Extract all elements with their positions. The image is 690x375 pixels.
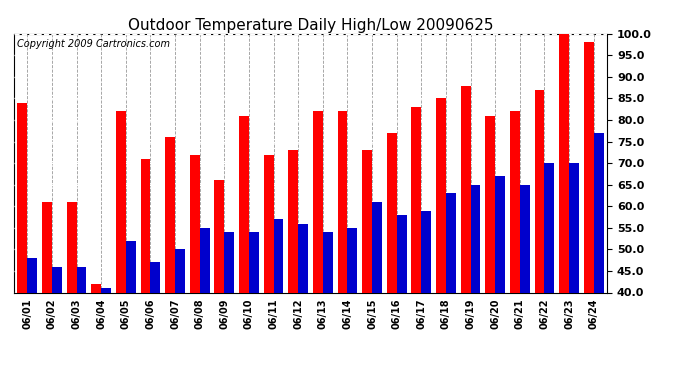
- Bar: [150, 262, 160, 292]
- Bar: [116, 111, 126, 292]
- Bar: [544, 163, 554, 292]
- Bar: [199, 228, 210, 292]
- Bar: [101, 288, 111, 292]
- Bar: [510, 111, 520, 292]
- Bar: [471, 185, 480, 292]
- Bar: [569, 163, 579, 292]
- Bar: [446, 194, 456, 292]
- Bar: [17, 103, 28, 292]
- Text: Copyright 2009 Cartronics.com: Copyright 2009 Cartronics.com: [17, 39, 170, 49]
- Bar: [397, 215, 406, 292]
- Bar: [535, 90, 544, 292]
- Bar: [224, 232, 234, 292]
- Bar: [348, 228, 357, 292]
- Bar: [559, 30, 569, 292]
- Bar: [411, 107, 422, 292]
- Bar: [28, 258, 37, 292]
- Bar: [362, 150, 372, 292]
- Bar: [323, 232, 333, 292]
- Bar: [387, 133, 397, 292]
- Bar: [67, 202, 77, 292]
- Bar: [52, 267, 62, 292]
- Bar: [337, 111, 348, 292]
- Bar: [313, 111, 323, 292]
- Bar: [190, 154, 199, 292]
- Bar: [436, 99, 446, 292]
- Bar: [77, 267, 86, 292]
- Bar: [495, 176, 505, 292]
- Bar: [42, 202, 52, 292]
- Bar: [485, 116, 495, 292]
- Bar: [91, 284, 101, 292]
- Title: Outdoor Temperature Daily High/Low 20090625: Outdoor Temperature Daily High/Low 20090…: [128, 18, 493, 33]
- Bar: [593, 133, 604, 292]
- Bar: [175, 249, 185, 292]
- Bar: [273, 219, 284, 292]
- Bar: [141, 159, 150, 292]
- Bar: [298, 224, 308, 292]
- Bar: [126, 241, 136, 292]
- Bar: [584, 42, 593, 292]
- Bar: [215, 180, 224, 292]
- Bar: [239, 116, 249, 292]
- Bar: [249, 232, 259, 292]
- Bar: [520, 185, 530, 292]
- Bar: [264, 154, 273, 292]
- Bar: [372, 202, 382, 292]
- Bar: [288, 150, 298, 292]
- Bar: [422, 211, 431, 292]
- Bar: [165, 137, 175, 292]
- Bar: [461, 86, 471, 292]
